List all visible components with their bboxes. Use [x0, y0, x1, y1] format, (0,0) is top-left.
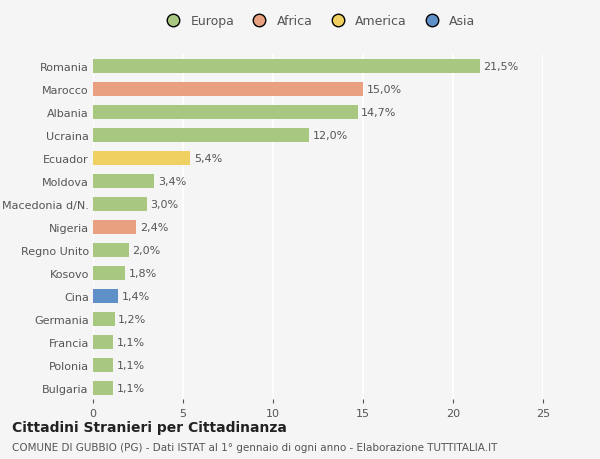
Bar — [93, 243, 129, 257]
Bar — [93, 151, 190, 165]
Text: 1,2%: 1,2% — [118, 314, 146, 324]
Bar — [93, 289, 118, 303]
Bar — [93, 106, 358, 119]
Bar — [93, 129, 309, 142]
Text: 3,0%: 3,0% — [151, 199, 179, 209]
Bar — [93, 266, 125, 280]
Bar — [93, 60, 480, 73]
Text: 1,8%: 1,8% — [129, 268, 157, 278]
Text: 2,0%: 2,0% — [133, 245, 161, 255]
Text: 1,1%: 1,1% — [116, 360, 145, 370]
Text: 14,7%: 14,7% — [361, 107, 397, 118]
Text: COMUNE DI GUBBIO (PG) - Dati ISTAT al 1° gennaio di ogni anno - Elaborazione TUT: COMUNE DI GUBBIO (PG) - Dati ISTAT al 1°… — [12, 442, 497, 452]
Text: 5,4%: 5,4% — [194, 153, 222, 163]
Text: 1,1%: 1,1% — [116, 383, 145, 393]
Text: 21,5%: 21,5% — [484, 62, 519, 72]
Text: 15,0%: 15,0% — [367, 84, 402, 95]
Text: Cittadini Stranieri per Cittadinanza: Cittadini Stranieri per Cittadinanza — [12, 420, 287, 434]
Bar — [93, 220, 136, 234]
Bar — [93, 312, 115, 326]
Bar — [93, 197, 147, 211]
Bar — [93, 358, 113, 372]
Legend: Europa, Africa, America, Asia: Europa, Africa, America, Asia — [160, 15, 476, 28]
Bar — [93, 174, 154, 188]
Text: 1,1%: 1,1% — [116, 337, 145, 347]
Text: 12,0%: 12,0% — [313, 130, 348, 140]
Text: 3,4%: 3,4% — [158, 176, 186, 186]
Text: 1,4%: 1,4% — [122, 291, 150, 301]
Text: 2,4%: 2,4% — [140, 222, 168, 232]
Bar — [93, 335, 113, 349]
Bar — [93, 83, 363, 96]
Bar — [93, 381, 113, 395]
